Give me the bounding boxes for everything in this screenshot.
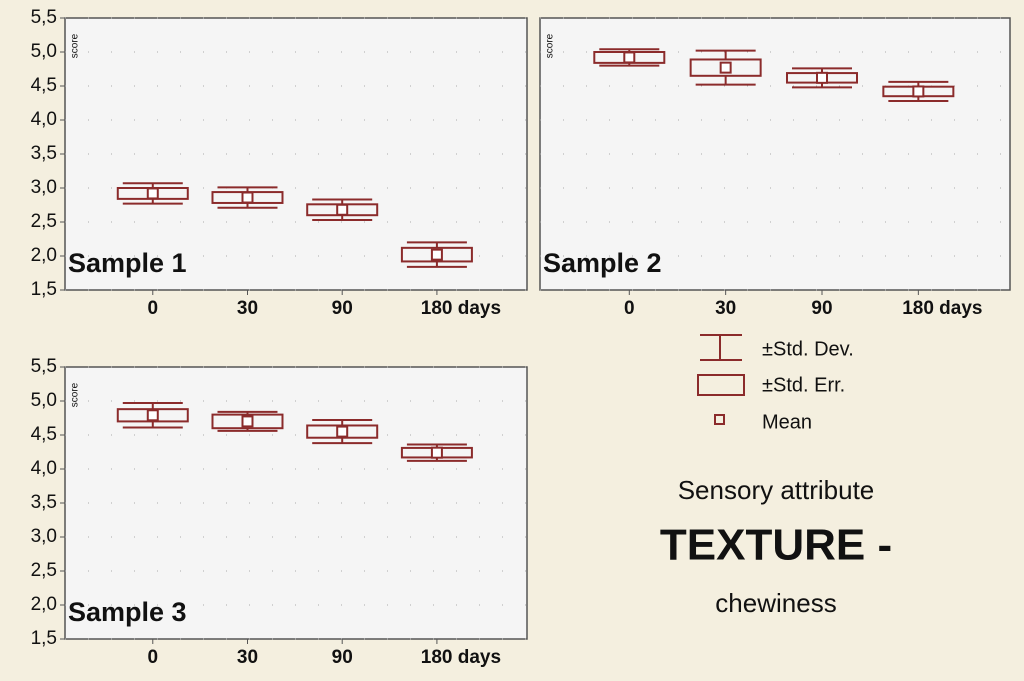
panel: 1,5 2,0 2,5 3,0 3,5 4,0 4,5 5,0 5,5 score Sample 1… bbox=[31, 7, 528, 319]
mean-marker bbox=[241, 415, 254, 428]
y-tick-label: 5,0 bbox=[31, 390, 57, 411]
panel-title: Sample 1 bbox=[68, 248, 187, 278]
mean-marker bbox=[430, 446, 443, 459]
panel: score Sample 2 0 30 90 180 days bbox=[539, 17, 1011, 319]
x-tick-label: 30 bbox=[237, 647, 258, 668]
mean-marker bbox=[146, 409, 159, 422]
x-tick-label: 0 bbox=[147, 298, 158, 319]
legend-label: Mean bbox=[762, 411, 812, 433]
y-axis-label: score bbox=[70, 33, 81, 58]
mean-marker bbox=[719, 61, 732, 74]
legend: ±Std. Dev. ±Std. Err. Mean bbox=[697, 334, 854, 433]
mean-marker bbox=[430, 248, 443, 261]
x-tick-label: 0 bbox=[147, 647, 158, 668]
legend-icon bbox=[697, 374, 745, 396]
legend-label: ±Std. Dev. bbox=[762, 338, 854, 360]
x-tick-label: 30 bbox=[237, 298, 258, 319]
mean-marker bbox=[336, 425, 349, 438]
mean-marker bbox=[912, 85, 925, 98]
x-tick-label: 180 days bbox=[421, 647, 501, 668]
legend-icon bbox=[714, 414, 725, 425]
y-tick-label: 3,0 bbox=[31, 177, 57, 198]
y-tick-label: 1,5 bbox=[31, 279, 57, 300]
y-tick-label: 4,0 bbox=[31, 458, 57, 479]
mean-marker bbox=[623, 51, 636, 64]
panel: 1,5 2,0 2,5 3,0 3,5 4,0 4,5 5,0 5,5 score Sample 3… bbox=[31, 356, 528, 668]
mean-marker bbox=[146, 187, 159, 200]
y-tick-label: 5,0 bbox=[31, 41, 57, 62]
y-tick-label: 5,5 bbox=[31, 356, 57, 377]
mean-marker bbox=[336, 203, 349, 216]
legend-label: ±Std. Err. bbox=[762, 374, 845, 396]
y-tick-label: 3,0 bbox=[31, 526, 57, 547]
x-tick-label: 90 bbox=[332, 298, 353, 319]
caption-title: TEXTURE - bbox=[660, 521, 892, 570]
y-axis-label: score bbox=[545, 33, 556, 58]
x-tick-label: 180 days bbox=[902, 298, 982, 319]
y-tick-label: 2,5 bbox=[31, 560, 57, 581]
y-tick-label: 2,0 bbox=[31, 594, 57, 615]
x-tick-label: 0 bbox=[624, 298, 635, 319]
caption: chewiness bbox=[715, 588, 836, 618]
y-tick-label: 3,5 bbox=[31, 492, 57, 513]
y-tick-label: 2,5 bbox=[31, 211, 57, 232]
y-tick-label: 2,0 bbox=[31, 245, 57, 266]
y-tick-label: 4,0 bbox=[31, 109, 57, 130]
y-tick-label: 5,5 bbox=[31, 7, 57, 28]
y-tick-label: 3,5 bbox=[31, 143, 57, 164]
mean-marker bbox=[816, 71, 828, 84]
panel-title: Sample 3 bbox=[68, 597, 187, 627]
x-tick-label: 90 bbox=[811, 298, 832, 319]
y-tick-label: 1,5 bbox=[31, 628, 57, 649]
x-tick-label: 30 bbox=[715, 298, 736, 319]
y-axis-label: score bbox=[70, 382, 81, 407]
mean-marker bbox=[241, 191, 254, 204]
panel-title: Sample 2 bbox=[543, 248, 662, 278]
y-tick-label: 4,5 bbox=[31, 75, 57, 96]
x-tick-label: 90 bbox=[332, 647, 353, 668]
x-tick-label: 180 days bbox=[421, 298, 501, 319]
y-tick-label: 4,5 bbox=[31, 424, 57, 445]
caption: Sensory attribute bbox=[678, 475, 875, 505]
